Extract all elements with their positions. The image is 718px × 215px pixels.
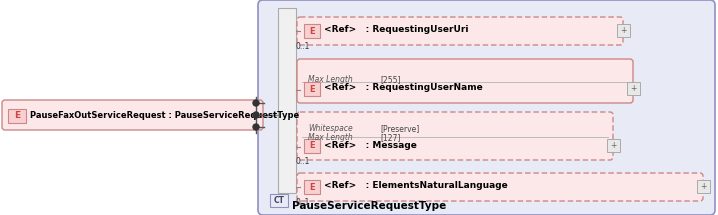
Text: Max Length: Max Length xyxy=(308,133,353,142)
Bar xyxy=(304,24,320,38)
Text: <Ref>   : RequestingUserName: <Ref> : RequestingUserName xyxy=(324,83,482,92)
Text: E: E xyxy=(309,183,314,192)
Bar xyxy=(304,82,320,96)
Text: +: + xyxy=(620,26,627,35)
Text: <Ref>   : Message: <Ref> : Message xyxy=(324,140,417,149)
Bar xyxy=(617,24,630,37)
Bar xyxy=(278,8,296,193)
Text: Max Length: Max Length xyxy=(308,75,353,84)
FancyBboxPatch shape xyxy=(297,59,633,103)
Text: <Ref>   : RequestingUserUri: <Ref> : RequestingUserUri xyxy=(324,26,469,34)
Text: [255]: [255] xyxy=(380,75,401,84)
FancyBboxPatch shape xyxy=(2,100,263,130)
Text: [Preserve]: [Preserve] xyxy=(380,124,419,133)
Text: E: E xyxy=(14,112,20,120)
Text: +: + xyxy=(610,141,617,150)
Circle shape xyxy=(253,112,259,118)
Bar xyxy=(8,109,26,123)
Text: E: E xyxy=(309,26,314,35)
FancyBboxPatch shape xyxy=(297,173,703,201)
Text: +: + xyxy=(700,182,707,191)
Bar xyxy=(270,194,288,207)
Text: 0..1: 0..1 xyxy=(296,198,310,207)
Bar xyxy=(304,139,320,153)
Bar xyxy=(304,180,320,194)
Bar xyxy=(627,82,640,95)
Circle shape xyxy=(253,100,259,106)
Text: +: + xyxy=(630,84,637,93)
Text: E: E xyxy=(309,141,314,150)
Bar xyxy=(607,139,620,152)
Text: 0..1: 0..1 xyxy=(296,157,310,166)
Text: <Ref>   : ElementsNaturalLanguage: <Ref> : ElementsNaturalLanguage xyxy=(324,181,508,190)
FancyBboxPatch shape xyxy=(258,0,715,215)
FancyBboxPatch shape xyxy=(297,17,623,45)
Text: [127]: [127] xyxy=(380,133,401,142)
Text: CT: CT xyxy=(274,196,284,205)
Text: 0..1: 0..1 xyxy=(296,42,310,51)
Text: PauseServiceRequestType: PauseServiceRequestType xyxy=(292,201,447,211)
Text: Whitespace: Whitespace xyxy=(308,124,353,133)
FancyBboxPatch shape xyxy=(297,112,613,160)
Text: PauseFaxOutServiceRequest : PauseServiceRequestType: PauseFaxOutServiceRequest : PauseService… xyxy=(30,111,299,120)
Circle shape xyxy=(253,124,259,130)
Bar xyxy=(697,180,710,193)
Text: E: E xyxy=(309,84,314,94)
